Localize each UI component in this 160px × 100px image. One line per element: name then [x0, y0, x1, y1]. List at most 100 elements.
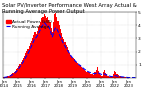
Bar: [85, 71, 86, 78]
Bar: [92, 74, 93, 78]
Bar: [67, 47, 68, 78]
Bar: [25, 53, 26, 78]
Bar: [53, 22, 54, 78]
Bar: [63, 40, 64, 78]
Bar: [17, 68, 18, 78]
Text: Solar PV/Inverter Performance West Array Actual & Running Average Power Output: Solar PV/Inverter Performance West Array…: [2, 3, 136, 14]
Bar: [47, 17, 48, 78]
Bar: [20, 62, 22, 78]
Bar: [101, 76, 103, 78]
Bar: [116, 74, 118, 78]
Bar: [120, 76, 121, 78]
Bar: [10, 75, 11, 78]
Bar: [68, 50, 69, 78]
Bar: [42, 17, 44, 78]
Bar: [79, 65, 81, 78]
Bar: [81, 66, 82, 78]
Bar: [91, 74, 92, 78]
Bar: [109, 77, 111, 78]
Bar: [59, 25, 60, 78]
Bar: [93, 75, 94, 78]
Bar: [41, 18, 42, 78]
Bar: [76, 62, 77, 78]
Bar: [66, 45, 67, 78]
Bar: [108, 76, 109, 78]
Bar: [18, 66, 19, 78]
Bar: [107, 76, 108, 78]
Bar: [84, 70, 85, 78]
Bar: [49, 22, 51, 78]
Bar: [8, 76, 9, 78]
Bar: [14, 72, 15, 78]
Bar: [78, 64, 79, 78]
Bar: [15, 71, 16, 78]
Bar: [99, 74, 100, 78]
Bar: [30, 43, 31, 78]
Bar: [56, 17, 57, 78]
Bar: [72, 58, 74, 78]
Bar: [75, 61, 76, 78]
Bar: [54, 14, 55, 78]
Bar: [123, 77, 124, 78]
Bar: [77, 63, 78, 78]
Bar: [26, 51, 28, 78]
Bar: [46, 18, 47, 78]
Bar: [37, 31, 38, 78]
Bar: [70, 55, 71, 78]
Bar: [97, 67, 98, 78]
Bar: [51, 28, 52, 78]
Bar: [7, 76, 8, 78]
Bar: [4, 77, 5, 78]
Bar: [5, 77, 7, 78]
Bar: [57, 21, 59, 78]
Bar: [119, 76, 120, 78]
Bar: [28, 49, 29, 78]
Bar: [89, 73, 90, 78]
Bar: [44, 14, 45, 78]
Bar: [100, 75, 101, 78]
Bar: [62, 37, 63, 78]
Bar: [114, 71, 115, 78]
Bar: [9, 76, 10, 78]
Bar: [12, 73, 14, 78]
Bar: [24, 56, 25, 78]
Bar: [64, 42, 66, 78]
Bar: [32, 38, 33, 78]
Bar: [112, 77, 113, 78]
Bar: [103, 72, 104, 78]
Bar: [82, 68, 83, 78]
Bar: [31, 41, 32, 78]
Bar: [113, 74, 114, 78]
Bar: [105, 73, 106, 78]
Bar: [88, 72, 89, 78]
Bar: [122, 77, 123, 78]
Bar: [69, 53, 70, 78]
Bar: [34, 32, 36, 78]
Bar: [61, 33, 62, 78]
Bar: [74, 59, 75, 78]
Bar: [86, 72, 88, 78]
Bar: [33, 35, 34, 78]
Bar: [106, 74, 107, 78]
Bar: [29, 46, 30, 78]
Bar: [52, 32, 53, 78]
Legend: Actual Power (kW), Running Average: Actual Power (kW), Running Average: [5, 20, 52, 29]
Bar: [121, 77, 122, 78]
Bar: [83, 69, 84, 78]
Bar: [115, 72, 116, 78]
Bar: [22, 60, 23, 78]
Bar: [90, 74, 91, 78]
Bar: [55, 13, 56, 78]
Bar: [71, 57, 72, 78]
Bar: [19, 64, 20, 78]
Bar: [98, 71, 99, 78]
Bar: [36, 34, 37, 78]
Bar: [48, 20, 49, 78]
Bar: [94, 72, 96, 78]
Bar: [40, 22, 41, 78]
Bar: [118, 75, 119, 78]
Bar: [96, 70, 97, 78]
Bar: [16, 69, 17, 78]
Bar: [38, 27, 39, 78]
Bar: [11, 74, 12, 78]
